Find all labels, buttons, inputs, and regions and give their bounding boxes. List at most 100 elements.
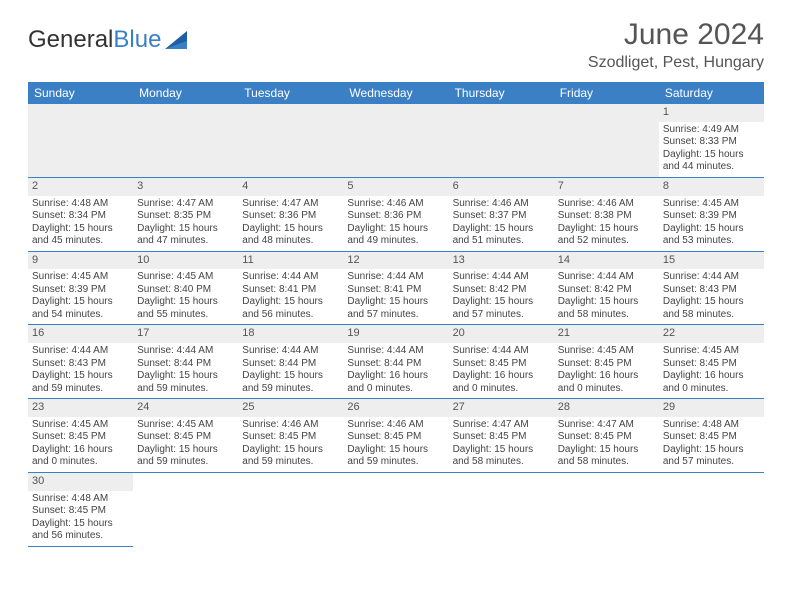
day-cell-26: 26Sunrise: 4:46 AMSunset: 8:45 PMDayligh… [343, 399, 448, 473]
calendar-row: 30Sunrise: 4:48 AMSunset: 8:45 PMDayligh… [28, 472, 764, 546]
calendar-row: 23Sunrise: 4:45 AMSunset: 8:45 PMDayligh… [28, 399, 764, 473]
day-number: 12 [343, 252, 448, 270]
sunset-line: Sunset: 8:43 PM [32, 358, 129, 371]
daylight-line: Daylight: 15 hours and 58 minutes. [453, 444, 550, 469]
sunrise-line: Sunrise: 4:45 AM [137, 419, 234, 432]
day-cell-30: 30Sunrise: 4:48 AMSunset: 8:45 PMDayligh… [28, 472, 133, 546]
sunset-line: Sunset: 8:45 PM [663, 358, 760, 371]
calendar-table: SundayMondayTuesdayWednesdayThursdayFrid… [28, 82, 764, 547]
sunset-line: Sunset: 8:35 PM [137, 210, 234, 223]
day-cell-4: 4Sunrise: 4:47 AMSunset: 8:36 PMDaylight… [238, 177, 343, 251]
sunset-line: Sunset: 8:40 PM [137, 284, 234, 297]
daylight-line: Daylight: 15 hours and 56 minutes. [32, 518, 129, 543]
sunset-line: Sunset: 8:44 PM [242, 358, 339, 371]
sunrise-line: Sunrise: 4:44 AM [663, 271, 760, 284]
empty-cell [659, 472, 764, 546]
sunrise-line: Sunrise: 4:46 AM [453, 198, 550, 211]
day-cell-12: 12Sunrise: 4:44 AMSunset: 8:41 PMDayligh… [343, 251, 448, 325]
weekday-saturday: Saturday [659, 82, 764, 104]
daylight-line: Daylight: 15 hours and 53 minutes. [663, 223, 760, 248]
day-cell-5: 5Sunrise: 4:46 AMSunset: 8:36 PMDaylight… [343, 177, 448, 251]
day-number: 17 [133, 325, 238, 343]
sunrise-line: Sunrise: 4:47 AM [242, 198, 339, 211]
day-cell-16: 16Sunrise: 4:44 AMSunset: 8:43 PMDayligh… [28, 325, 133, 399]
day-number: 11 [238, 252, 343, 270]
day-number: 21 [554, 325, 659, 343]
empty-cell [238, 104, 343, 177]
sunrise-line: Sunrise: 4:45 AM [558, 345, 655, 358]
weekday-row: SundayMondayTuesdayWednesdayThursdayFrid… [28, 82, 764, 104]
daylight-line: Daylight: 16 hours and 0 minutes. [558, 370, 655, 395]
day-cell-29: 29Sunrise: 4:48 AMSunset: 8:45 PMDayligh… [659, 399, 764, 473]
day-cell-13: 13Sunrise: 4:44 AMSunset: 8:42 PMDayligh… [449, 251, 554, 325]
sunset-line: Sunset: 8:44 PM [137, 358, 234, 371]
weekday-monday: Monday [133, 82, 238, 104]
calendar-row: 16Sunrise: 4:44 AMSunset: 8:43 PMDayligh… [28, 325, 764, 399]
calendar-body: 1Sunrise: 4:49 AMSunset: 8:33 PMDaylight… [28, 104, 764, 546]
day-cell-9: 9Sunrise: 4:45 AMSunset: 8:39 PMDaylight… [28, 251, 133, 325]
day-number: 2 [28, 178, 133, 196]
sunrise-line: Sunrise: 4:46 AM [347, 419, 444, 432]
day-cell-24: 24Sunrise: 4:45 AMSunset: 8:45 PMDayligh… [133, 399, 238, 473]
day-number: 10 [133, 252, 238, 270]
sunset-line: Sunset: 8:39 PM [32, 284, 129, 297]
empty-cell [343, 104, 448, 177]
sunrise-line: Sunrise: 4:47 AM [453, 419, 550, 432]
sunset-line: Sunset: 8:44 PM [347, 358, 444, 371]
calendar-head: SundayMondayTuesdayWednesdayThursdayFrid… [28, 82, 764, 104]
sunrise-line: Sunrise: 4:45 AM [32, 271, 129, 284]
sunrise-line: Sunrise: 4:48 AM [32, 493, 129, 506]
day-cell-22: 22Sunrise: 4:45 AMSunset: 8:45 PMDayligh… [659, 325, 764, 399]
day-number: 20 [449, 325, 554, 343]
page-title: June 2024 [588, 18, 764, 52]
header: GeneralBlue June 2024 Szodliget, Pest, H… [28, 18, 764, 72]
sunrise-line: Sunrise: 4:45 AM [663, 198, 760, 211]
sunset-line: Sunset: 8:45 PM [663, 431, 760, 444]
daylight-line: Daylight: 15 hours and 59 minutes. [242, 370, 339, 395]
daylight-line: Daylight: 15 hours and 57 minutes. [453, 296, 550, 321]
sunrise-line: Sunrise: 4:45 AM [663, 345, 760, 358]
day-number: 22 [659, 325, 764, 343]
empty-cell [133, 472, 238, 546]
empty-cell [554, 104, 659, 177]
day-cell-27: 27Sunrise: 4:47 AMSunset: 8:45 PMDayligh… [449, 399, 554, 473]
sunset-line: Sunset: 8:43 PM [663, 284, 760, 297]
logo: GeneralBlue [28, 26, 187, 54]
day-number: 23 [28, 399, 133, 417]
location: Szodliget, Pest, Hungary [588, 54, 764, 72]
daylight-line: Daylight: 16 hours and 0 minutes. [32, 444, 129, 469]
day-cell-25: 25Sunrise: 4:46 AMSunset: 8:45 PMDayligh… [238, 399, 343, 473]
day-number: 28 [554, 399, 659, 417]
sunrise-line: Sunrise: 4:47 AM [137, 198, 234, 211]
day-cell-19: 19Sunrise: 4:44 AMSunset: 8:44 PMDayligh… [343, 325, 448, 399]
sunrise-line: Sunrise: 4:45 AM [137, 271, 234, 284]
daylight-line: Daylight: 15 hours and 52 minutes. [558, 223, 655, 248]
sunrise-line: Sunrise: 4:44 AM [137, 345, 234, 358]
day-cell-7: 7Sunrise: 4:46 AMSunset: 8:38 PMDaylight… [554, 177, 659, 251]
day-cell-20: 20Sunrise: 4:44 AMSunset: 8:45 PMDayligh… [449, 325, 554, 399]
sunset-line: Sunset: 8:45 PM [453, 358, 550, 371]
day-number: 26 [343, 399, 448, 417]
sunset-line: Sunset: 8:45 PM [137, 431, 234, 444]
sunrise-line: Sunrise: 4:45 AM [32, 419, 129, 432]
logo-text-1: General [28, 26, 113, 54]
empty-cell [449, 104, 554, 177]
sunset-line: Sunset: 8:42 PM [558, 284, 655, 297]
logo-text-2: Blue [113, 26, 161, 54]
day-cell-6: 6Sunrise: 4:46 AMSunset: 8:37 PMDaylight… [449, 177, 554, 251]
sunrise-line: Sunrise: 4:44 AM [242, 345, 339, 358]
empty-cell [343, 472, 448, 546]
calendar-row: 9Sunrise: 4:45 AMSunset: 8:39 PMDaylight… [28, 251, 764, 325]
sunset-line: Sunset: 8:34 PM [32, 210, 129, 223]
day-number: 7 [554, 178, 659, 196]
sunrise-line: Sunrise: 4:44 AM [347, 271, 444, 284]
day-number: 19 [343, 325, 448, 343]
empty-cell [133, 104, 238, 177]
day-number: 30 [28, 473, 133, 491]
title-block: June 2024 Szodliget, Pest, Hungary [588, 18, 764, 72]
daylight-line: Daylight: 15 hours and 58 minutes. [663, 296, 760, 321]
day-cell-10: 10Sunrise: 4:45 AMSunset: 8:40 PMDayligh… [133, 251, 238, 325]
empty-cell [238, 472, 343, 546]
day-number: 3 [133, 178, 238, 196]
sunset-line: Sunset: 8:36 PM [242, 210, 339, 223]
